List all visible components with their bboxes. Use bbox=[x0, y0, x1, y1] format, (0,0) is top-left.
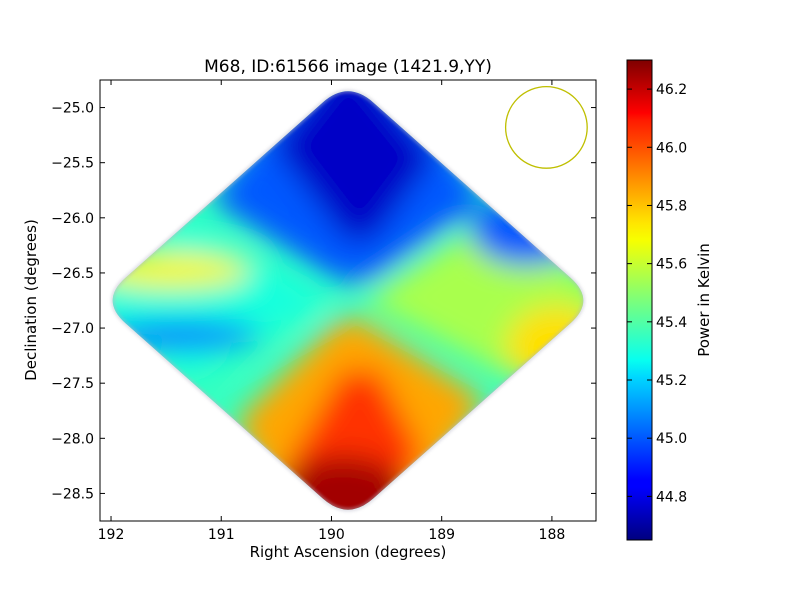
y-axis-label: Declination (degrees) bbox=[22, 219, 40, 381]
x-tick-label: 188 bbox=[539, 527, 566, 543]
y-tick-label: −28.0 bbox=[51, 431, 94, 447]
colorbar-tick-label: 45.4 bbox=[656, 315, 687, 331]
field-outline bbox=[111, 89, 585, 512]
south-lobe-core bbox=[273, 456, 413, 510]
colorbar-tick-label: 44.8 bbox=[656, 489, 687, 505]
x-axis-label: Right Ascension (degrees) bbox=[250, 543, 447, 561]
y-tick-label: −26.5 bbox=[51, 266, 94, 282]
sky-map-image bbox=[112, 91, 584, 510]
plot-area bbox=[111, 85, 588, 512]
colorbar-tick-label: 45.6 bbox=[656, 257, 687, 273]
colorbar-bar bbox=[626, 59, 653, 541]
x-tick-label: 192 bbox=[98, 527, 125, 543]
west-blue-band bbox=[112, 321, 260, 350]
colorbar-tick-label: 46.2 bbox=[656, 82, 687, 98]
y-tick-label: −27.5 bbox=[51, 376, 94, 392]
southeast-yellow bbox=[506, 305, 584, 386]
x-tick-label: 191 bbox=[208, 527, 235, 543]
colorbar-tick-label: 45.2 bbox=[656, 373, 687, 389]
y-tick-label: −25.5 bbox=[51, 156, 94, 172]
x-axis-ticks: 192 191 190 189 188 bbox=[98, 80, 566, 543]
y-tick-label: −28.5 bbox=[51, 486, 94, 502]
beam-circle bbox=[504, 85, 588, 169]
y-tick-label: −27.0 bbox=[51, 321, 94, 337]
colorbar-ticks: 44.8 45.0 45.2 45.4 45.6 45.8 46.0 46.2 bbox=[627, 82, 687, 505]
plot-frame bbox=[99, 79, 597, 522]
x-tick-label: 189 bbox=[428, 527, 455, 543]
x-tick-label: 190 bbox=[318, 527, 345, 543]
y-axis-ticks: −25.0 −25.5 −26.0 −26.5 −27.0 −27.5 −28.0 −28.5 bbox=[51, 101, 596, 502]
colorbar-tick-label: 46.0 bbox=[656, 140, 687, 156]
colorbar: 44.8 45.0 45.2 45.4 45.6 45.8 46.0 46.2 Power i… bbox=[626, 59, 713, 541]
colorbar-label: Power in Kelvin bbox=[695, 243, 713, 357]
colorbar-tick-label: 45.8 bbox=[656, 198, 687, 214]
y-tick-label: −26.0 bbox=[51, 211, 94, 227]
y-tick-label: −25.0 bbox=[51, 101, 94, 117]
chart-title: M68, ID:61566 image (1421.9,YY) bbox=[204, 57, 492, 77]
colorbar-tick-label: 45.0 bbox=[656, 431, 687, 447]
west-yellow-band bbox=[112, 252, 250, 289]
